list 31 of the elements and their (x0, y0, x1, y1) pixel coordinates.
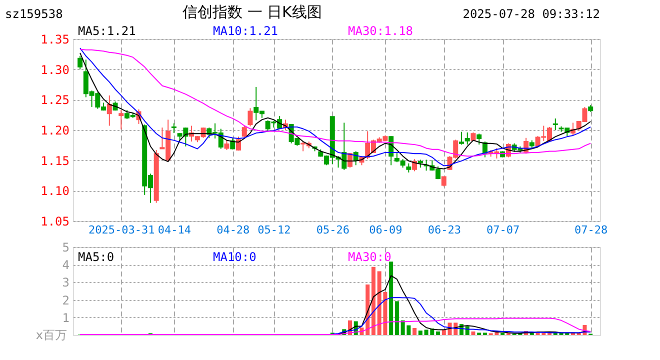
x-tick-label: 07-07 (486, 224, 520, 236)
text: MA5:0 (78, 250, 114, 264)
y-tick-label: 1.15 (40, 154, 70, 168)
x-tick-label: 06-23 (428, 224, 461, 236)
x-tick-label: 04-14 (158, 224, 192, 236)
text: MA30:1.18 (348, 24, 414, 38)
y-tick-label: 1.20 (40, 124, 70, 138)
y-tick-label: 4 (62, 258, 70, 272)
y-tick-label: 1.35 (40, 32, 70, 46)
y-tick-label: 5 (62, 240, 70, 254)
x-tick-label: 07-28 (574, 224, 608, 236)
chart-title: 信创指数 一 日K线图 (182, 3, 322, 21)
y-tick-label: 1.30 (40, 62, 70, 77)
y-tick-label: 1.25 (40, 93, 70, 108)
text: 2025-07-28 09:33:12 (462, 7, 600, 21)
series-label: MA5:1.21 (78, 24, 136, 38)
y-tick-label: 1.10 (40, 184, 70, 198)
y-tick-label: 3 (62, 276, 70, 290)
x-tick-label: 04-28 (216, 224, 250, 236)
text: MA10:0 (213, 250, 256, 264)
y-tick-label: 1.05 (40, 214, 70, 228)
text: MA30:0 (348, 250, 392, 264)
x-tick-label: 06-09 (369, 224, 402, 236)
text: MA10:1.21 (213, 24, 278, 38)
y-tick-label: 1 (62, 310, 70, 325)
x-tick-label: 2025-03-31 (88, 224, 155, 236)
text: sz159538 (5, 7, 63, 21)
y-axis-title: x百万 (36, 328, 67, 342)
x-tick-label: 05-26 (316, 224, 350, 236)
y-tick-label: 2 (62, 293, 70, 308)
x-tick-label: 05-12 (258, 224, 291, 236)
